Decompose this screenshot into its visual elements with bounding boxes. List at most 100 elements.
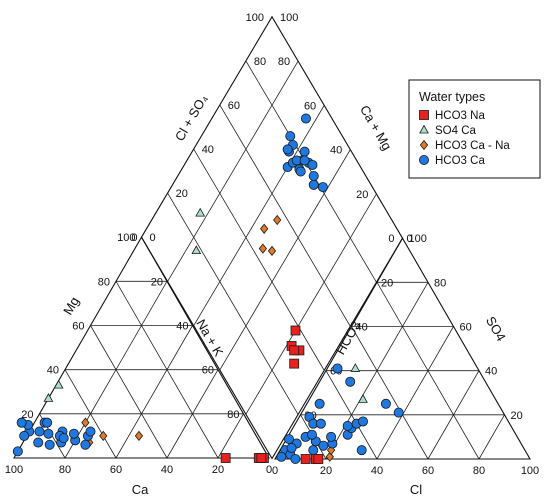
series-na [220,325,324,464]
tick-label-camg: 0 [150,232,156,244]
diamond-point-ca [307,159,318,170]
cation-grid-line [90,325,168,459]
tick-label-ca: 60 [110,464,122,476]
tick-label-hco3: 0 [407,233,413,245]
tick-label-camg: 60 [228,100,240,112]
tick-label-mg: 80 [98,276,110,288]
anion-grid-line [376,326,454,460]
tick-label-ca: 100 [5,464,23,476]
tick-label-cl: 40 [371,465,383,477]
axis-label-so4: SO4 [483,314,509,344]
anion-point-ca [314,398,325,409]
anion-point-ca [356,445,367,456]
anion-point-ca [284,434,295,445]
diamond-grid-line [245,60,377,283]
diamond-grid-line [219,149,351,371]
triangle-frames [13,15,531,460]
tick-label-nak: 0 [131,232,137,244]
anion-point-ca_na [326,445,336,456]
tick-label-hco3: 40 [356,321,368,333]
tick-label-mg: 20 [21,409,33,421]
anion-point-ca_so4 [358,394,368,403]
diamond-point-ca [317,182,328,193]
anion-point-ca [345,376,356,387]
tick-label-clso4: 20 [356,189,368,201]
legend-title: Water types [419,90,485,104]
legend-label-na: HCO3 Na [435,110,485,122]
tick-label-so4: 100 [409,233,427,245]
legend-marker-ca_so4 [419,124,429,134]
tick-label-so4: 40 [485,366,497,378]
cation-point-ca [12,446,23,457]
axis-label-clso4: Cl + SO₄ [172,92,211,144]
diamond-point-ca [295,166,306,177]
legend-marker-ca [418,154,429,165]
series-ca [12,113,404,464]
diamond-point-ca [282,144,293,155]
diamond-grid-line [245,193,377,415]
anion-grid-line [478,414,505,460]
legend-label-ca_na: HCO3 Ca - Na [435,140,510,152]
cation-point-ca_na [134,430,144,442]
tick-label-mg: 100 [117,232,135,244]
anion-point-na [300,454,311,464]
anion-point-na [313,454,324,464]
diamond-grid-line [167,60,299,282]
tick-label-so4: 60 [460,321,472,333]
tick-label-hco3: 20 [381,277,393,289]
cation-point-na [220,453,231,463]
tick-label-ca: 40 [161,464,173,476]
anion-point-ca [286,442,297,453]
cation-point-ca [85,426,96,437]
diamond-point-ca [299,146,310,157]
cation-point-ca [80,439,91,450]
axis-label-mg: Mg [60,294,82,317]
cation-point-ca [42,417,53,428]
cation-point-ca [43,428,54,439]
tick-label-ca: 0 [266,464,272,476]
legend-marker-ca_na [419,139,429,151]
tick-label-ca: 80 [59,464,71,476]
axis-label-camg: Ca + Mg [357,103,395,153]
tick-label-clso4: 100 [246,12,264,24]
tick-label-cl: 100 [521,465,539,477]
anion-point-ca [318,440,329,451]
diamond-grid-line [167,192,299,415]
series-ca_so4 [43,207,368,403]
anion-triangle [274,237,531,460]
diamond-grid-line [219,104,351,327]
cation-point-ca_na [81,417,90,428]
anion-point-ca [357,416,368,427]
tick-label-cl: 80 [473,465,485,477]
diamond-point-ca [285,131,296,142]
tick-label-clso4: 0 [388,233,394,245]
cation-point-ca [34,426,45,437]
tick-label-ca: 20 [212,464,224,476]
cation-point-ca_na [99,430,108,442]
tick-label-nak: 40 [176,320,188,332]
tick-label-clso4: 80 [278,56,290,68]
cation-point-ca [68,428,79,439]
cation-point-ca_so4 [53,379,64,389]
cation-point-ca_so4 [43,393,54,402]
cation-triangle [13,236,270,459]
tick-label-camg: 100 [280,12,298,24]
tick-label-so4: 20 [511,410,523,422]
cation-point-ca [44,439,55,450]
anion-point-ca [332,363,343,374]
diamond-point-ca [299,155,310,166]
cation-grid-line [115,325,193,459]
diamond-point-ca_na [258,243,267,254]
diamond-point-ca_na [267,245,277,257]
tick-labels: 0000002020202020202020404040404040404060… [5,12,539,477]
anion-point-ca [342,420,353,431]
diamond-point-na [289,345,300,356]
legend-label-ca: HCO3 Ca [435,155,485,167]
cation-point-ca [33,437,44,448]
tick-label-camg: 20 [176,188,188,200]
diamond-point-ca [308,179,319,190]
anion-point-ca [326,431,337,442]
tick-label-cl: 0 [272,465,278,477]
